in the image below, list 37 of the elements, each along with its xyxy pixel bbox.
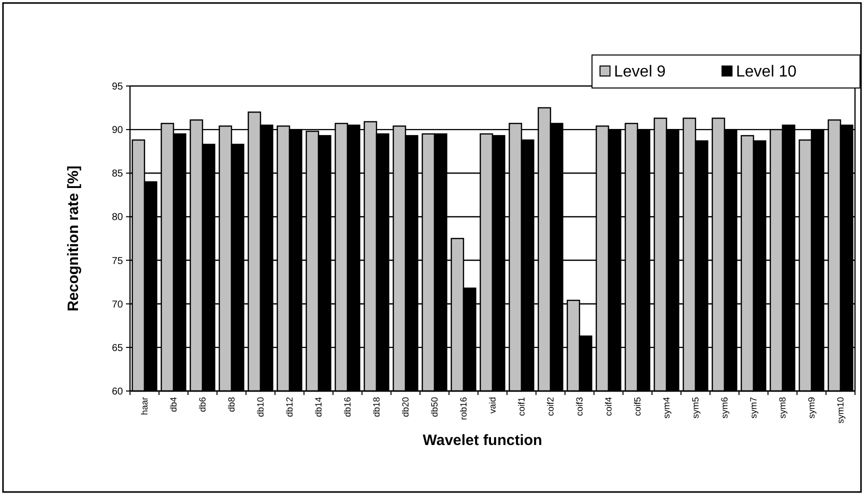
- y-tick-label: 85: [112, 168, 124, 180]
- x-tick-label: sym7: [748, 397, 759, 419]
- x-tick-label: sym8: [778, 397, 788, 419]
- x-tick-label: sym10: [836, 397, 846, 424]
- y-tick-label: 95: [112, 82, 124, 92]
- x-tick-label: db18: [372, 397, 382, 418]
- x-tick-label: coif3: [574, 397, 585, 416]
- x-tick-label: coif4: [604, 397, 614, 416]
- x-tick-label: db10: [256, 397, 266, 418]
- x-tick-label: db14: [314, 397, 324, 418]
- y-tick-label: 65: [112, 342, 124, 354]
- y-tick-label: 90: [112, 125, 124, 136]
- legend-label: Level 9: [614, 64, 666, 81]
- x-tick-label: sym5: [690, 397, 701, 419]
- x-tick-label: db12: [284, 397, 295, 418]
- x-axis-title: Wavelet function: [422, 432, 542, 449]
- x-tick-label: sym4: [662, 397, 672, 419]
- x-tick-label: db50: [430, 397, 440, 418]
- x-tick-label: db20: [400, 397, 411, 418]
- y-tick-label: 75: [112, 256, 124, 267]
- x-tick-label: coif2: [546, 397, 556, 416]
- x-tick-label: vaid: [488, 397, 498, 414]
- y-axis-title: Recognition rate [%]: [65, 166, 82, 312]
- x-tick-label: rob16: [458, 397, 469, 420]
- y-tick-label: 60: [112, 386, 124, 398]
- y-tick-label: 70: [112, 299, 124, 310]
- x-tick-label: db6: [198, 397, 208, 412]
- x-tick-label: haar: [140, 397, 150, 416]
- x-tick-label: db8: [226, 397, 237, 412]
- x-tick-label: db16: [342, 397, 353, 418]
- x-tick-label: db4: [168, 397, 179, 412]
- x-tick-label: sym9: [806, 397, 817, 419]
- legend-label: Level 10: [736, 64, 797, 81]
- x-tick-label: sym6: [720, 397, 730, 419]
- y-tick-label: 80: [112, 212, 124, 224]
- x-tick-label: coif1: [516, 397, 527, 416]
- x-tick-label: coif5: [632, 397, 643, 416]
